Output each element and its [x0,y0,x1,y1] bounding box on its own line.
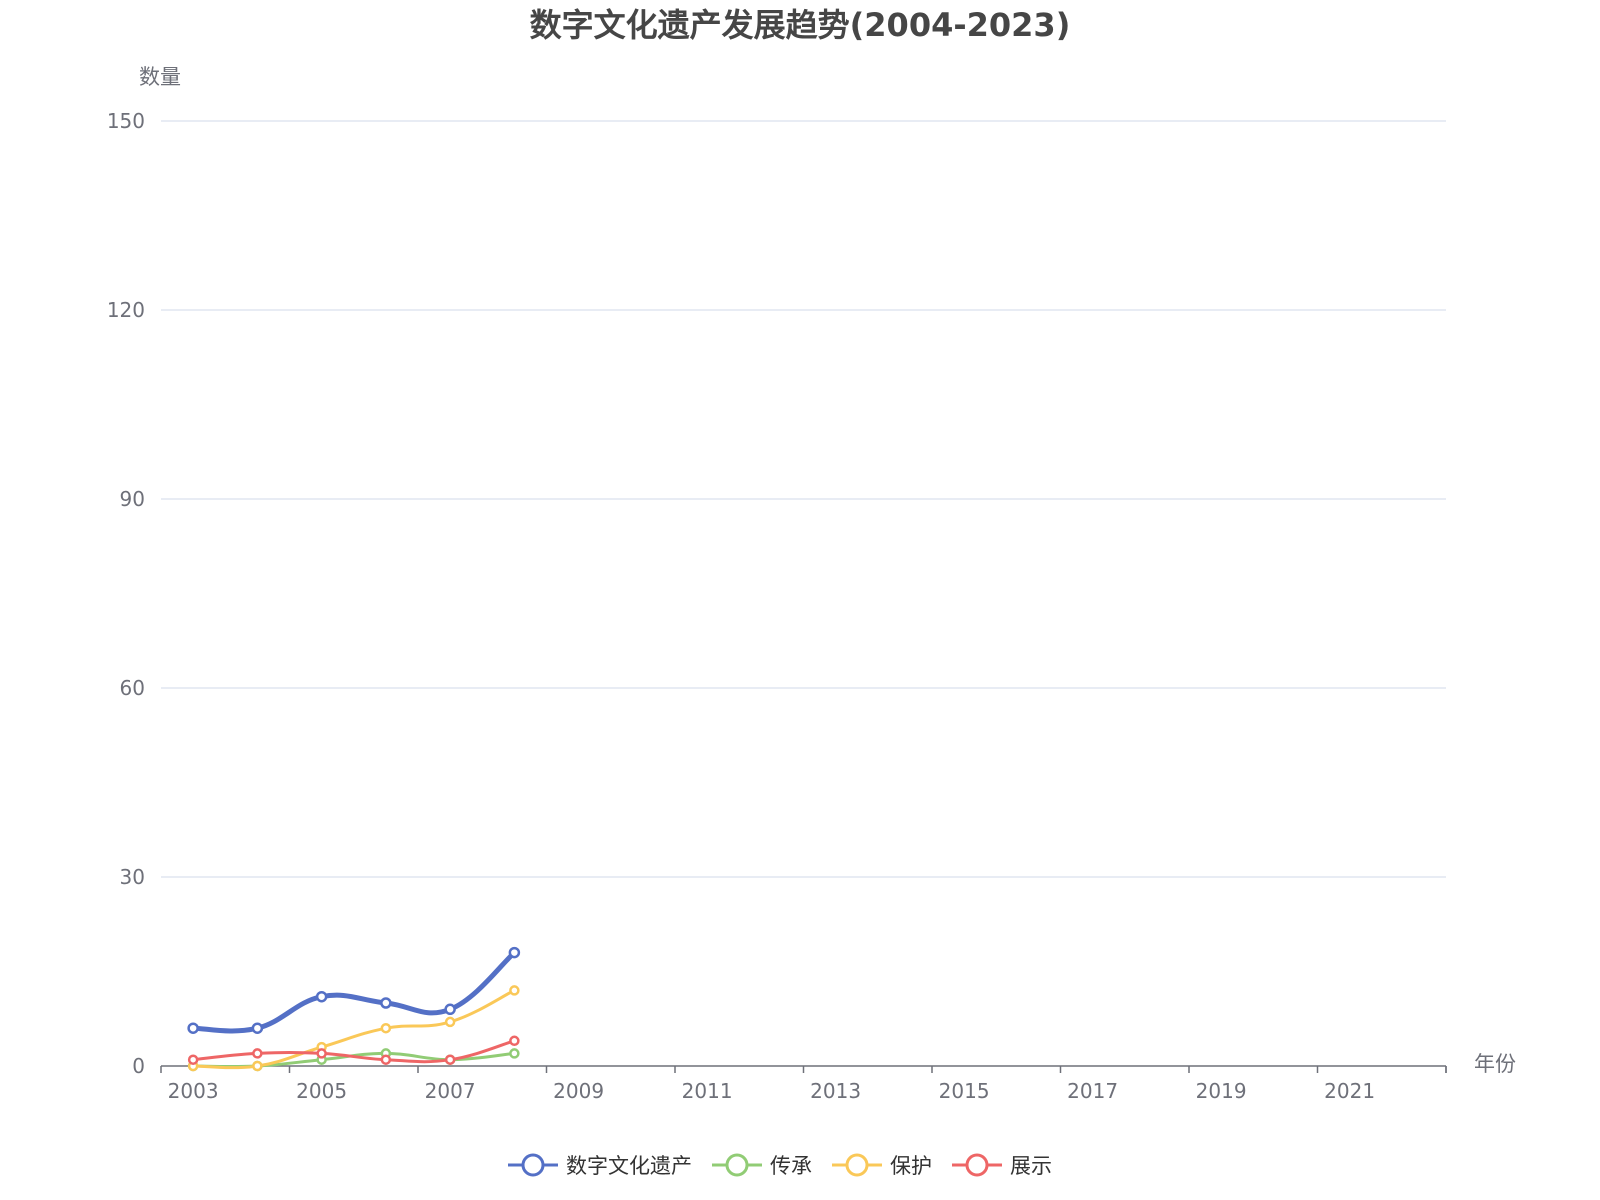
data-point [380,1022,392,1034]
legend-circle-icon [845,1153,869,1177]
legend-item-3[interactable]: 展示 [952,1153,1052,1178]
data-point [252,1060,263,1072]
data-point [444,1003,456,1016]
data-point [380,1054,392,1065]
legend-item-2[interactable]: 保护 [832,1153,932,1178]
legend-item-0[interactable]: 数字文化遗产 [508,1153,692,1178]
x-tick-label: 2005 [296,1079,347,1103]
y-tick-label: 60 [120,676,145,700]
data-point [509,1035,520,1047]
legend-circle-icon [725,1153,749,1177]
y-axis-label: 数量 [139,65,181,89]
x-axis-label: 年份 [1474,1052,1516,1076]
data-point [380,997,392,1009]
legend-label: 数字文化遗产 [566,1154,692,1178]
data-point [252,1048,263,1059]
data-point [509,985,520,996]
data-point [251,1022,264,1034]
data-point [316,1048,327,1059]
legend-label: 保护 [890,1154,932,1178]
x-tick-label: 2021 [1324,1079,1375,1103]
data-point [187,1054,199,1065]
legend-circle-icon [521,1153,545,1177]
y-tick-label: 90 [120,487,145,511]
y-tick-label: 150 [107,109,145,133]
x-tick-label: 2011 [682,1079,733,1103]
data-point [444,1016,456,1028]
data-point [444,1054,456,1065]
y-tick-label: 0 [132,1054,145,1078]
series-line-2 [193,989,516,1070]
data-point [509,1048,520,1059]
x-tick-label: 2003 [168,1079,219,1103]
legend-label: 展示 [1010,1154,1052,1178]
legend-item-1[interactable]: 传承 [712,1153,812,1178]
data-point [508,946,521,959]
x-tick-label: 2015 [939,1079,990,1103]
y-tick-label: 120 [107,298,145,322]
x-tick-label: 2013 [810,1079,861,1103]
legend-circle-icon [965,1153,989,1177]
series-line-0 [193,950,517,1034]
data-point [315,990,328,1003]
x-tick-label: 2017 [1067,1079,1118,1103]
x-tick-label: 2009 [553,1079,604,1103]
x-tick-label: 2007 [425,1079,476,1103]
chart-title: 数字文化遗产发展趋势(2004-2023) [530,6,1071,44]
data-point [187,1022,199,1034]
series-line-3 [192,1039,515,1064]
y-tick-label: 30 [120,865,145,889]
x-tick-label: 2019 [1196,1079,1247,1103]
legend-label: 传承 [770,1154,812,1178]
